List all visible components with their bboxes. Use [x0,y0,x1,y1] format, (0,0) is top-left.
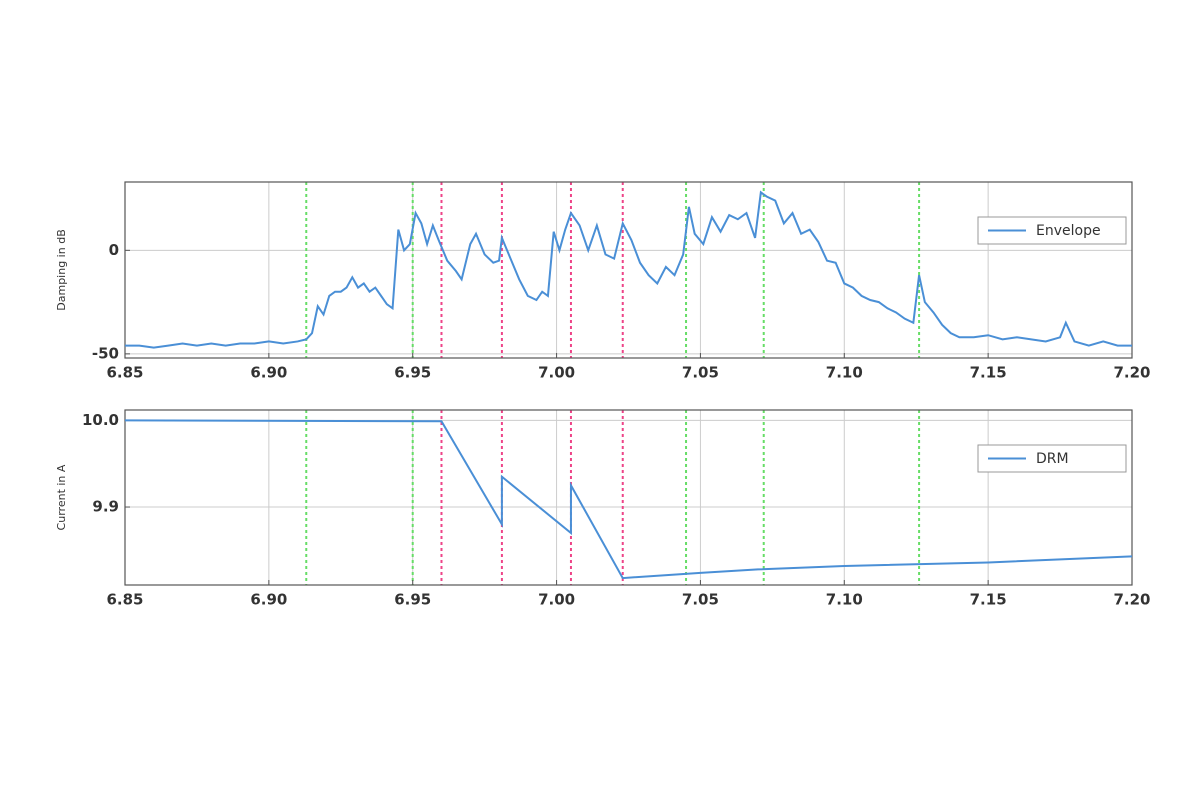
x-tick-label: 7.05 [682,591,719,609]
y-tick-label: -50 [92,344,119,362]
y-tick-label: 10.0 [82,411,119,429]
x-tick-label: 6.95 [394,364,431,382]
x-tick-label: 6.85 [106,364,143,382]
y-axis-label: Current in A [55,464,68,530]
legend-label: DRM [1036,451,1069,467]
x-tick-label: 7.15 [970,364,1007,382]
x-tick-label: 6.90 [250,364,287,382]
x-tick-label: 7.00 [538,364,575,382]
x-tick-label: 6.95 [394,591,431,609]
plot-frame [124,409,1133,586]
plot-frame [124,181,1133,359]
x-tick-label: 7.20 [1113,364,1150,382]
x-tick-label: 7.20 [1113,591,1150,609]
y-tick-label: 0 [109,241,119,259]
legend-label: Envelope [1036,223,1101,239]
x-tick-label: 7.10 [826,591,863,609]
data-line [124,419,1133,580]
y-tick-label: 9.9 [92,498,119,516]
x-tick-label: 6.90 [250,591,287,609]
y-axis-label: Damping in dB [55,229,68,310]
x-tick-label: 7.05 [682,364,719,382]
x-tick-label: 7.15 [970,591,1007,609]
x-tick-label: 7.00 [538,591,575,609]
data-line [125,190,1132,349]
x-tick-label: 7.10 [826,364,863,382]
x-tick-label: 6.85 [106,591,143,609]
